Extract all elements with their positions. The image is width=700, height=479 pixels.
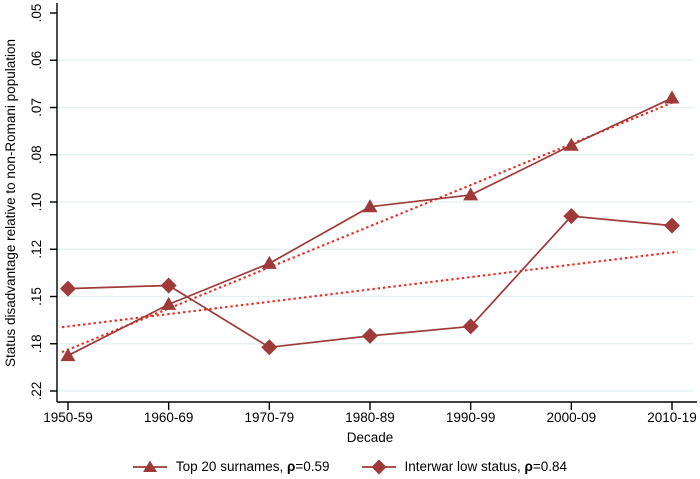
- x-axis-title: Decade: [347, 430, 394, 445]
- diamond-marker: [563, 208, 580, 225]
- y-tick-label: .22: [29, 382, 44, 401]
- x-tick-label: 2000-09: [547, 410, 597, 425]
- legend-label-top20: Top 20 surnames, ρ=0.59: [175, 458, 330, 474]
- x-tick-label: 1960-69: [144, 410, 194, 425]
- plot-svg: .05 .06 .07 .08 .10 .12 .15 .18 .22 1950-59 1960-6…: [3, 3, 697, 445]
- diamond-marker: [362, 327, 378, 344]
- y-tick-label: .12: [29, 240, 44, 259]
- diamond-series-swatch: [361, 459, 396, 474]
- diamond-marker-icon: [371, 459, 386, 474]
- y-tick-label: .15: [29, 287, 44, 306]
- series-group: [60, 90, 680, 362]
- triangle-marker: [60, 348, 76, 362]
- triangle-marker: [563, 137, 579, 151]
- x-tick-label: 1950-59: [43, 410, 93, 425]
- y-tick-label: .06: [29, 51, 44, 70]
- trend-line-interwar: [61, 250, 679, 329]
- triangle-marker: [664, 90, 680, 104]
- x-tick-label: 1970-79: [245, 410, 295, 425]
- legend-item-interwar: Interwar low status, ρ=0.84: [361, 458, 568, 475]
- y-tick-label: .08: [29, 145, 44, 164]
- triangle-marker: [161, 296, 177, 310]
- diamond-marker: [462, 318, 479, 335]
- triangle-marker-icon: [142, 460, 157, 472]
- diamond-marker: [60, 280, 76, 297]
- y-tick-label: .05: [29, 4, 44, 23]
- triangle-series-swatch: [132, 460, 167, 472]
- legend-label-interwar: Interwar low status, ρ=0.84: [404, 458, 568, 474]
- gridlines-group: [57, 59, 694, 392]
- y-tick-label: .18: [29, 334, 44, 353]
- triangle-marker: [362, 199, 378, 213]
- legend: Top 20 surnames, ρ=0.59 Interwar low sta…: [0, 454, 700, 478]
- diamond-marker: [664, 217, 680, 234]
- series-line-triangle: [67, 97, 673, 357]
- y-tick-label: .10: [29, 193, 44, 212]
- x-tick-label: 1990-99: [446, 410, 496, 425]
- diamond-marker: [261, 339, 278, 356]
- diamond-marker: [160, 277, 177, 294]
- y-tick-label: .07: [29, 98, 44, 117]
- legend-item-top20: Top 20 surnames, ρ=0.59: [132, 458, 330, 475]
- x-tick-label: 1980-89: [345, 410, 395, 425]
- axes-group: .05 .06 .07 .08 .10 .12 .15 .18 .22 1950-59 1960-6…: [29, 3, 697, 425]
- triangle-marker: [261, 255, 277, 269]
- triangle-marker: [463, 187, 479, 201]
- y-axis-title: Status disadvantage relative to non-Roma…: [3, 39, 18, 367]
- series-line-diamond: [67, 215, 673, 349]
- x-tick-label: 2010-19: [647, 410, 697, 425]
